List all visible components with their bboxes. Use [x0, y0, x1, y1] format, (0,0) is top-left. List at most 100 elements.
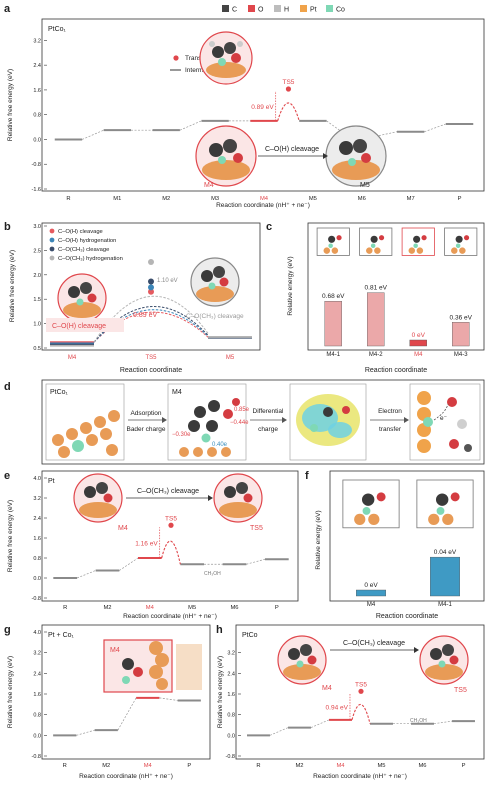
connector [117, 697, 137, 731]
x-tick-label-m4-1: M4-1 [438, 602, 452, 608]
x-tick-label-m7: M7 [407, 196, 415, 202]
barrier-label: 1.16 eV [135, 541, 158, 548]
panel-c-bars: 0.68 eV M4-1 0.81 eV M4-2 0 eV M4 0.36 eV M4-3 [322, 285, 473, 358]
legend-marker-2 [49, 246, 55, 252]
panel-e-ylabel: Relative free energy (eV) [7, 500, 14, 572]
y-tick-label: 0.5 [33, 346, 41, 352]
panel-a: a PtCo₁ -1.6 -0.8 0.0 0.8 1.6 2.4 3.2 Relative… [4, 3, 485, 209]
x-tick-label-m2: M2 [295, 763, 303, 769]
element-legend: C O H Pt Co [222, 5, 345, 14]
bar-m4 [356, 589, 387, 597]
ts-curve [351, 703, 371, 724]
y-tick-label: 0.8 [33, 113, 41, 119]
x-tick-label-m5: M5 [309, 196, 317, 202]
thumb-atom [376, 492, 386, 502]
connector [310, 719, 330, 728]
panel-e-series: TS5 1.16 eV [53, 515, 289, 579]
panel-e-cleavage-label: C–O(CH₃) cleavage [137, 488, 199, 495]
thumb-atom [362, 506, 371, 515]
y-tick-label: 2.0 [33, 273, 41, 279]
legend-swatch-co [326, 5, 333, 12]
panel-f-structure-thumbnails [342, 479, 474, 529]
y-tick-label: 0.8 [227, 713, 235, 719]
legend-label-co: Co [336, 7, 345, 14]
panel-g-y-axis: -0.8 0.0 0.8 1.6 2.4 3.2 4.0 [32, 630, 47, 760]
thumb-atom [370, 243, 376, 249]
panel-a-inset-top [199, 31, 253, 85]
x-tick-label-r: R [256, 763, 260, 769]
thumb-atom [366, 247, 373, 254]
connector [269, 727, 289, 736]
x-tick-label-p: P [462, 763, 466, 769]
legend-label-c: C [232, 7, 237, 14]
thumb-atom [362, 493, 375, 506]
thumb-atom [428, 513, 440, 525]
panel-g-x-axis: R M2 M4 P [63, 763, 192, 769]
panel-a-x-axis: R M1 M2 M3 M4 M5 M6 M7 P [66, 196, 461, 202]
panel-h-cleavage-label: C–O(CH₃) cleavage [343, 640, 405, 647]
x-tick-label-m2: M2 [103, 605, 111, 611]
x-tick-label-p: P [187, 763, 191, 769]
panel-f-bars: 0 eV M4 0.04 eV M4-1 [356, 549, 461, 608]
panel-c-ylabel: Relative energy (eV) [287, 256, 294, 315]
connector [375, 131, 398, 137]
legend-swatch-pt [300, 5, 307, 12]
legend-label-0: C–O(H) cleavage [58, 229, 103, 235]
charge-3: −0.30e [172, 432, 191, 438]
ts-curve [161, 540, 181, 565]
y-tick-label: 0.0 [33, 733, 41, 739]
panel-c: c Relative energy (eV) Reaction coordina… [266, 221, 485, 374]
charge-4: 0.40e [212, 442, 228, 448]
bar-m4 [409, 339, 427, 347]
legend-ts-marker [173, 55, 179, 61]
connector [76, 729, 95, 736]
y-tick-label: 2.5 [33, 248, 41, 254]
y-tick-label: -0.8 [32, 754, 41, 760]
legend-swatch-o [248, 5, 255, 12]
connector [424, 123, 446, 133]
connector [246, 558, 266, 565]
panel-label-e: e [4, 470, 10, 482]
panel-a-y-axis: -1.6 -0.8 0.0 0.8 1.6 2.4 3.2 [32, 38, 47, 193]
panel-a-inset-m5-label: M5 [360, 182, 370, 189]
y-tick-label: 3.2 [33, 496, 41, 502]
panel-label-g: g [4, 624, 11, 636]
panel-g-ylabel: Relative free energy (eV) [7, 656, 14, 728]
panel-h-inset-left [277, 635, 327, 685]
thumb-atom [378, 235, 385, 241]
panel-a-ylabel: Relative free energy (eV) [7, 69, 14, 141]
thumb-atom [408, 247, 416, 254]
legend-marker-0 [49, 228, 55, 234]
charge-2: −0.44e [230, 420, 249, 426]
panel-f-ylabel: Relative energy (eV) [315, 510, 322, 569]
panel-e-xlabel: Reaction coordinate (nH⁺ + ne⁻) [123, 613, 217, 620]
y-tick-label: 1.6 [33, 88, 41, 94]
panel-h-inset-m4-label: M4 [322, 685, 332, 692]
thumb-atom [463, 235, 470, 241]
arrow-label-differential: Differential [253, 408, 285, 415]
panel-c-structure-thumbnails [316, 227, 478, 256]
thumb-atom [370, 235, 378, 243]
arrow-label-electron: Electron [378, 408, 402, 415]
panel-g-title: Pt + Co₁ [48, 632, 75, 639]
arrow-label-bader: Bader charge [126, 426, 165, 433]
bar-value-m4-2: 0.81 eV [365, 285, 388, 292]
legend-swatch-c [222, 5, 229, 12]
panel-e-inset-left [73, 473, 123, 523]
ts-marker [358, 688, 364, 694]
panel-b-xlabel: Reaction coordinate [120, 367, 182, 374]
ts-label: TS5 [282, 79, 294, 86]
panel-b-inset-left [57, 273, 107, 323]
panel-d-charge-density [296, 394, 360, 446]
thumb-atom [368, 513, 380, 525]
x-tick-label-m1: M1 [113, 196, 121, 202]
connector [81, 129, 104, 140]
panel-c-xlabel: Reaction coordinate [365, 367, 427, 374]
legend-swatch-h [274, 5, 281, 12]
arrow-label-adsorption: Adsorption [130, 410, 161, 417]
x-tick-label-m5: M5 [226, 355, 235, 361]
panel-h-frame [235, 624, 485, 760]
y-tick-label: -0.8 [32, 596, 41, 602]
legend-label-1: C–O(H) hydrogenation [58, 238, 116, 244]
